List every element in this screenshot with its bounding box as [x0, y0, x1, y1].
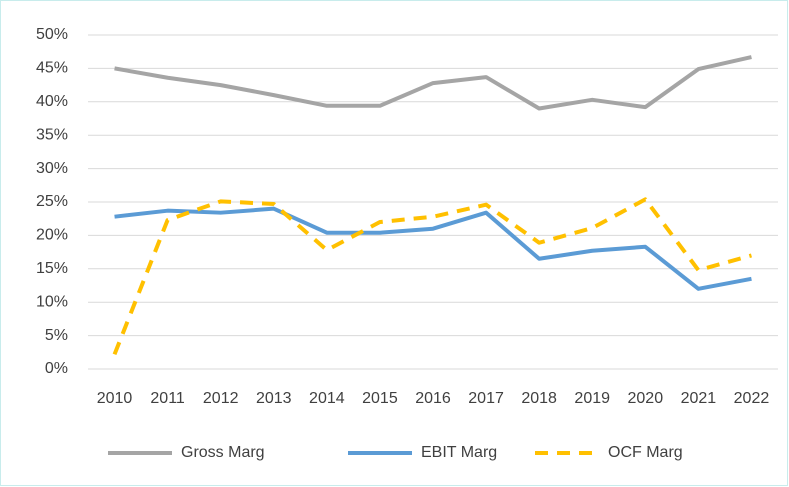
legend-label: Gross Marg	[181, 444, 265, 461]
y-tick-label: 0%	[45, 360, 68, 377]
x-tick-label: 2017	[468, 390, 504, 407]
y-tick-label: 20%	[36, 227, 68, 244]
legend-label: EBIT Marg	[421, 444, 497, 461]
legend-label: OCF Marg	[608, 444, 683, 461]
x-tick-label: 2020	[628, 390, 664, 407]
x-tick-label: 2013	[256, 390, 292, 407]
y-tick-label: 35%	[36, 126, 68, 143]
y-tick-label: 25%	[36, 193, 68, 210]
x-tick-label: 2018	[521, 390, 557, 407]
x-tick-label: 2019	[574, 390, 610, 407]
x-tick-label: 2021	[681, 390, 717, 407]
data-line	[114, 55, 752, 111]
y-tick-label: 30%	[36, 160, 68, 177]
y-tick-label: 40%	[36, 93, 68, 110]
x-tick-label: 2010	[97, 390, 133, 407]
x-tick-label: 2015	[362, 390, 398, 407]
x-tick-label: 2011	[150, 390, 185, 407]
y-tick-label: 50%	[36, 26, 68, 43]
data-line	[114, 206, 752, 291]
x-tick-label: 2022	[734, 390, 770, 407]
data-line	[112, 197, 752, 356]
x-tick-label: 2012	[203, 390, 239, 407]
y-tick-label: 45%	[36, 60, 68, 77]
y-tick-label: 5%	[45, 327, 68, 344]
y-tick-label: 10%	[36, 293, 68, 310]
x-tick-label: 2016	[415, 390, 451, 407]
x-tick-label: 2014	[309, 390, 345, 407]
y-tick-label: 15%	[36, 260, 68, 277]
